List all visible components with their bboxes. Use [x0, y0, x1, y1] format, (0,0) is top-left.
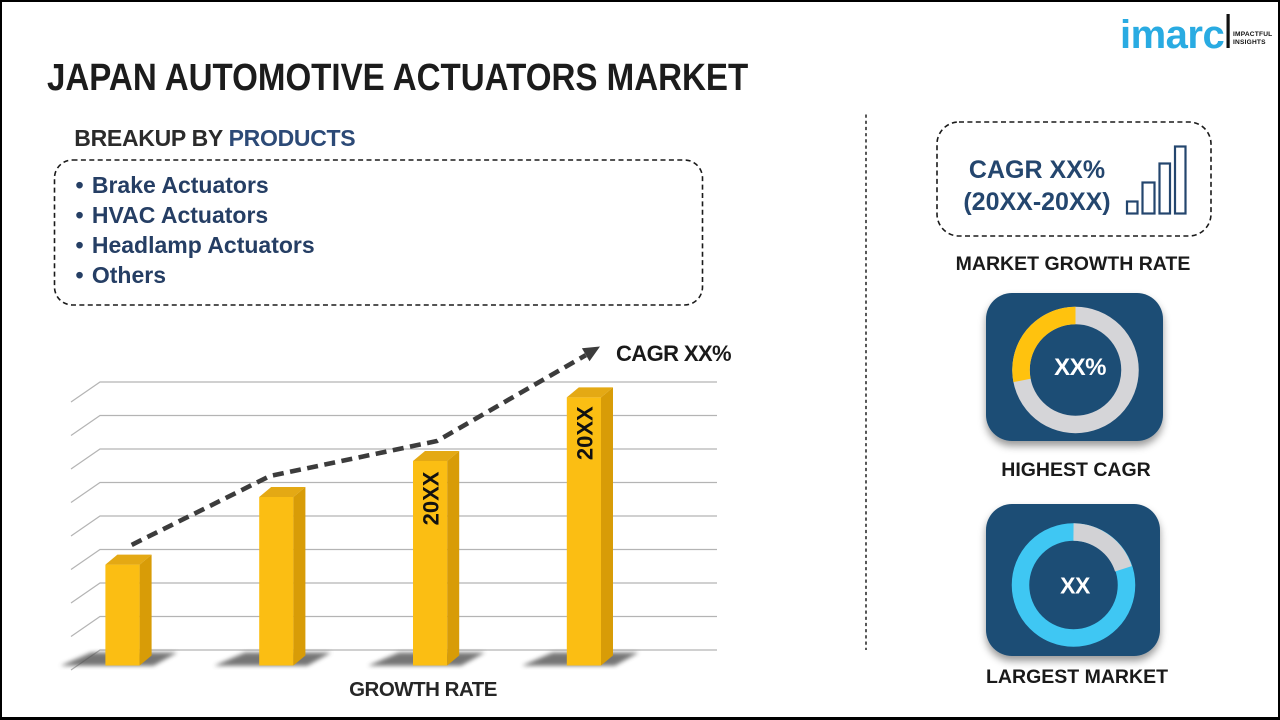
- svg-text:imarc: imarc: [1120, 13, 1224, 57]
- svg-text:IMPACTFUL: IMPACTFUL: [1233, 31, 1272, 38]
- svg-text:INSIGHTS: INSIGHTS: [1233, 39, 1266, 46]
- svg-text:20XX: 20XX: [572, 406, 597, 460]
- svg-text:20XX: 20XX: [418, 471, 443, 525]
